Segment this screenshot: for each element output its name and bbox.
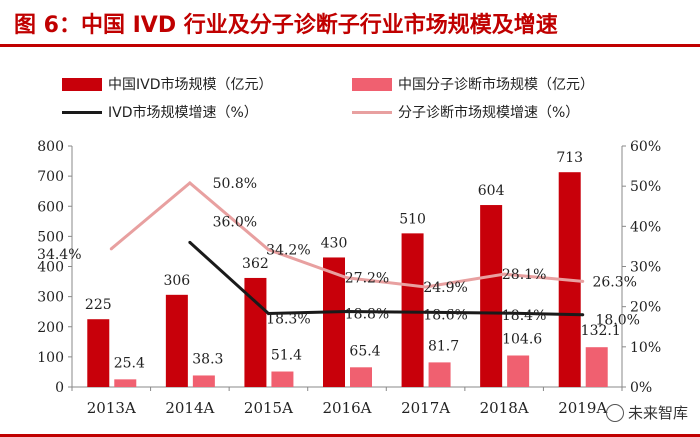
y-right-tick-label: 20%	[630, 300, 661, 316]
data-label-ivd-size: 225	[85, 297, 112, 313]
y-right-tick-label: 0%	[630, 380, 652, 396]
line-md-growth-point	[581, 279, 585, 283]
line-ivd-growth-label: 18.4%	[502, 308, 546, 324]
x-tick-label: 2013A	[87, 399, 136, 417]
x-tick-label: 2017A	[401, 399, 450, 417]
data-label-md-size: 25.4	[114, 355, 145, 371]
figure-header: 图 6：中国 IVD 行业及分子诊断子行业市场规模及增速	[0, 0, 700, 44]
line-ivd-growth-point	[188, 240, 192, 244]
y-left-tick-label: 600	[37, 199, 64, 215]
x-tick-label: 2019A	[558, 399, 607, 417]
line-md-growth-point	[266, 248, 270, 252]
wechat-icon	[605, 403, 624, 422]
watermark: 未来智库	[605, 402, 688, 423]
legend-label-md-size: 中国分子诊断市场规模（亿元）	[398, 77, 594, 93]
legend-line-md-growth	[352, 110, 392, 114]
chart-legend: 中国IVD市场规模（亿元） 中国分子诊断市场规模（亿元） IVD市场规模增速（%…	[0, 66, 700, 126]
y-right-tick-label: 60%	[630, 139, 661, 155]
y-right-tick-label: 30%	[630, 260, 661, 276]
x-tick-label: 2014A	[165, 399, 214, 417]
y-left-tick-label: 500	[37, 229, 64, 245]
data-label-md-size: 38.3	[192, 351, 223, 367]
bar-md-size	[271, 371, 294, 387]
watermark-text: 未来智库	[627, 404, 688, 422]
legend-label-ivd-growth: IVD市场规模增速（%）	[108, 105, 258, 121]
line-md-growth-label: 34.2%	[266, 243, 310, 259]
data-label-ivd-size: 362	[242, 256, 269, 272]
line-md-growth-label: 28.1%	[502, 267, 546, 283]
data-label-ivd-size: 604	[478, 183, 505, 199]
title-divider	[0, 44, 700, 47]
legend-label-ivd-size: 中国IVD市场规模（亿元）	[108, 77, 273, 93]
data-label-md-size: 65.4	[349, 343, 380, 359]
line-ivd-growth-label: 18.8%	[345, 306, 389, 322]
x-tick-label: 2015A	[244, 399, 293, 417]
data-label-ivd-size: 510	[399, 211, 426, 227]
legend-item-md-size: 中国分子诊断市场规模（亿元）	[352, 74, 594, 94]
line-md-growth-label: 34.4%	[37, 247, 81, 263]
x-tick-label: 2016A	[322, 399, 371, 417]
line-ivd-growth-point	[266, 311, 270, 315]
line-md-growth-label: 24.9%	[423, 280, 467, 296]
data-label-ivd-size: 306	[163, 273, 190, 289]
y-left-tick-label: 0	[55, 380, 64, 396]
legend-line-ivd-growth	[62, 110, 102, 114]
y-left-tick-label: 700	[37, 169, 64, 185]
legend-swatch-ivd-size	[62, 77, 102, 91]
bar-md-size	[192, 375, 215, 387]
line-ivd-growth-point	[502, 311, 506, 315]
bar-ivd-size	[323, 257, 345, 387]
data-label-md-size: 132.1	[581, 323, 621, 339]
data-label-ivd-size: 713	[556, 150, 583, 166]
bottom-divider	[0, 434, 700, 437]
bar-md-size	[114, 379, 137, 387]
y-right-tick-label: 40%	[630, 219, 661, 235]
bar-ivd-size	[87, 319, 110, 387]
line-md-growth-point	[424, 285, 428, 289]
line-ivd-growth-point	[581, 313, 585, 317]
data-label-md-size: 104.6	[502, 331, 542, 347]
line-ivd-growth-label: 18.0%	[595, 313, 639, 329]
line-md-growth-point	[345, 276, 349, 280]
line-md-growth-point	[502, 272, 506, 276]
data-label-md-size: 51.4	[271, 348, 302, 364]
bar-ivd-size	[401, 233, 424, 387]
line-ivd-growth	[188, 241, 583, 317]
y-right-tick-label: 50%	[630, 179, 661, 195]
legend-label-md-growth: 分子诊断市场规模增速（%）	[398, 105, 580, 121]
bar-md-size	[507, 355, 530, 387]
line-md-growth-point	[188, 181, 192, 185]
line-md-growth-label: 27.2%	[345, 271, 389, 287]
line-ivd-growth-label: 36.0%	[213, 214, 257, 230]
legend-swatch-md-size	[352, 77, 392, 91]
data-label-ivd-size: 430	[321, 235, 348, 251]
bar-md-size	[585, 347, 608, 387]
bar-ivd-size	[480, 205, 503, 387]
bar-ivd-size	[165, 294, 188, 387]
y-left-tick-label: 300	[37, 290, 64, 306]
x-tick-label: 2018A	[480, 399, 529, 417]
line-ivd-growth-point	[345, 309, 349, 313]
line-md-growth-label: 50.8%	[213, 176, 257, 192]
y-left-tick-label: 200	[37, 320, 64, 336]
legend-item-ivd-growth: IVD市场规模增速（%）	[62, 102, 258, 122]
y-right-tick-label: 10%	[630, 340, 661, 356]
bar-md-size	[428, 362, 451, 387]
line-ivd-growth-label: 18.3%	[266, 311, 310, 327]
y-left-tick-label: 800	[37, 139, 64, 155]
legend-item-md-growth: 分子诊断市场规模增速（%）	[352, 102, 579, 122]
figure-title: 图 6：中国 IVD 行业及分子诊断子行业市场规模及增速	[14, 13, 558, 38]
line-ivd-growth-label: 18.6%	[423, 307, 467, 323]
line-md-growth-point	[109, 247, 113, 251]
line-ivd-growth-point	[424, 310, 428, 314]
line-md-growth-label: 26.3%	[592, 274, 636, 290]
bar-md-size	[350, 367, 372, 387]
legend-item-ivd-size: 中国IVD市场规模（亿元）	[62, 74, 273, 94]
y-left-tick-label: 100	[37, 350, 64, 366]
y-left-tick-label: 400	[37, 260, 64, 276]
data-label-md-size: 81.7	[428, 338, 459, 354]
